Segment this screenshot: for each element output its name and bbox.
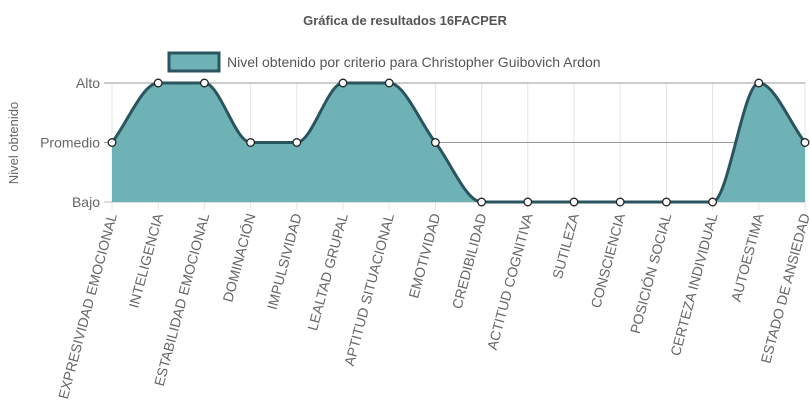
data-point[interactable] [661, 197, 671, 207]
data-point[interactable] [338, 78, 348, 88]
data-point[interactable] [246, 138, 256, 147]
x-tick-label: SUTILEZA [549, 211, 582, 280]
x-tick-label: CONSCIENCIA [587, 211, 628, 310]
y-tick-label: Bajo [72, 194, 100, 210]
data-points [107, 78, 810, 207]
data-point[interactable] [384, 78, 394, 88]
x-tick-label: EXPRESIVIDAD EMOCIONAL [55, 211, 120, 400]
data-point[interactable] [199, 78, 209, 88]
x-tick-label: ACTITUD COGNITIVA [484, 211, 536, 352]
x-tick-label: IMPULSIVIDAD [264, 212, 305, 312]
data-point[interactable] [477, 197, 487, 207]
chart-title: Gráfica de resultados 16FACPER [303, 13, 507, 28]
legend[interactable]: Nivel obtenido por criterio para Christo… [167, 51, 601, 73]
x-tick-label: POSICIÓN SOCIAL [627, 211, 675, 335]
x-tick-label: CERTEZA INDIVIDUAL [667, 211, 720, 357]
y-tick-label: Promedio [40, 135, 100, 151]
data-point[interactable] [615, 197, 625, 207]
data-point[interactable] [430, 138, 440, 147]
data-point[interactable] [523, 197, 533, 207]
x-tick-label: EMOTIVIDAD [405, 212, 443, 300]
x-tick-label: APTITUD SITUACIONAL [341, 211, 397, 367]
data-point[interactable] [708, 197, 718, 207]
data-point[interactable] [107, 138, 117, 147]
x-tick-label: ESTADO DE ANSIEDAD [757, 212, 810, 365]
x-tick-label: DOMINACIÓN [219, 212, 258, 304]
y-axis-ticks: Bajo Promedio Alto [40, 75, 100, 210]
y-tick-label: Alto [76, 75, 100, 91]
x-tick-label: AUTOESTIMA [728, 211, 767, 303]
data-point[interactable] [153, 78, 163, 88]
x-tick-label: INTELIGENCIA [125, 211, 166, 310]
data-point[interactable] [800, 138, 810, 147]
y-axis-label: Nivel obtenido [6, 102, 21, 184]
legend-swatch [167, 51, 221, 73]
data-point[interactable] [569, 197, 579, 207]
legend-label: Nivel obtenido por criterio para Christo… [227, 54, 601, 70]
data-point[interactable] [754, 78, 764, 88]
x-axis-ticks: EXPRESIVIDAD EMOCIONAL INTELIGENCIAESTABI… [55, 211, 810, 401]
data-point[interactable] [292, 138, 302, 147]
series-area [112, 83, 805, 202]
x-tick-label: CREDIBILIDAD [449, 212, 490, 311]
x-tick-label: LEALTAD GRUPAL [304, 211, 351, 332]
